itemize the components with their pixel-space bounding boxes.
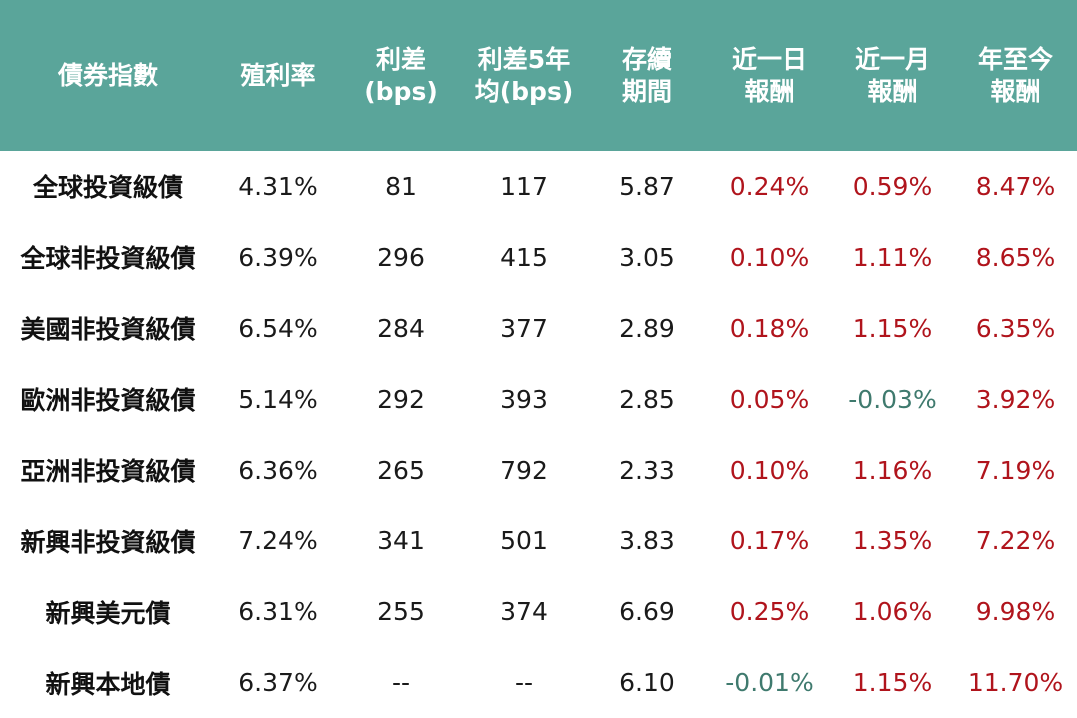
- return-cell: 8.65%: [975, 242, 1056, 272]
- return-cell: 7.22%: [975, 526, 1056, 556]
- column-header-line: 年至今: [977, 44, 1053, 74]
- value-cell: 377: [500, 313, 548, 343]
- index-name-cell: 美國非投資級債: [20, 315, 196, 345]
- column-header-line: 報酬: [990, 76, 1041, 106]
- table-body: 全球投資級債 4.31% 81 117 5.87 0.24% 0.59% 8.47% 全球非投資…: [0, 151, 1077, 718]
- value-cell: 7.24%: [238, 526, 318, 556]
- return-cell: 11.70%: [967, 668, 1064, 698]
- value-cell: 81: [385, 171, 417, 201]
- index-name-cell: 全球投資級債: [32, 173, 183, 203]
- column-header-line: 報酬: [744, 76, 795, 106]
- value-cell: 501: [500, 526, 548, 556]
- index-name-cell: 歐洲非投資級債: [20, 386, 196, 416]
- return-cell: 1.06%: [852, 597, 933, 627]
- value-cell: 2.85: [619, 384, 675, 414]
- index-name-cell: 亞洲非投資級債: [20, 457, 196, 486]
- table-header: 債券指數 殖利率 利差 (bps) 利差5年 均(bps) 存續 期間 近一日 報酬 近一月 報酬 年至…: [0, 0, 1077, 151]
- column-header-0: 債券指數: [0, 0, 216, 151]
- value-cell: 6.39%: [238, 242, 318, 272]
- return-cell: 0.10%: [729, 242, 810, 272]
- return-cell: 0.24%: [729, 171, 810, 201]
- table-row: 新興非投資級債 7.24% 341 501 3.83 0.17% 1.35% 7.22%: [0, 505, 1077, 576]
- column-header-line: 近一月: [854, 44, 930, 74]
- value-cell: 265: [377, 455, 425, 485]
- column-header-1: 殖利率: [216, 0, 340, 151]
- column-header-7: 年至今 報酬: [954, 0, 1077, 151]
- value-cell: 5.14%: [238, 384, 318, 414]
- column-header-line: 期間: [621, 76, 672, 106]
- value-cell: 2.33: [619, 455, 675, 485]
- value-cell: 393: [500, 384, 548, 414]
- return-cell: 6.35%: [975, 313, 1056, 343]
- table-row: 亞洲非投資級債 6.36% 265 792 2.33 0.10% 1.16% 7.19%: [0, 435, 1077, 506]
- table-row: 美國非投資級債 6.54% 284 377 2.89 0.18% 1.15% 6.35%: [0, 293, 1077, 364]
- return-cell: 1.16%: [852, 455, 933, 485]
- column-header-5: 近一日 報酬: [708, 0, 831, 151]
- value-cell: 3.05: [619, 242, 675, 272]
- return-cell: 1.11%: [852, 242, 933, 272]
- return-cell: 1.35%: [852, 526, 933, 556]
- column-header-2: 利差 (bps): [340, 0, 462, 151]
- index-name-cell: 新興美元債: [45, 598, 171, 628]
- column-header-4: 存續 期間: [586, 0, 708, 151]
- value-cell: 341: [377, 526, 425, 556]
- return-cell: 0.25%: [729, 597, 810, 627]
- column-header-line: 近一日: [731, 44, 807, 74]
- return-cell: 1.15%: [852, 668, 933, 698]
- table-row: 新興本地債 6.37% -- -- 6.10 -0.01% 1.15% 11.70%: [0, 647, 1077, 718]
- value-cell: 374: [500, 597, 548, 627]
- value-cell: --: [514, 668, 534, 698]
- column-header-line: 利差5年: [477, 44, 571, 74]
- value-cell: 292: [377, 384, 425, 414]
- value-cell: 284: [377, 313, 425, 343]
- return-cell: 1.15%: [852, 313, 933, 343]
- table-row: 全球非投資級債 6.39% 296 415 3.05 0.10% 1.11% 8.65%: [0, 222, 1077, 293]
- return-cell: -0.01%: [725, 668, 814, 698]
- return-cell: 7.19%: [975, 455, 1056, 485]
- value-cell: 415: [500, 242, 548, 272]
- value-cell: 6.10: [619, 668, 675, 698]
- return-cell: -0.03%: [848, 384, 937, 414]
- return-cell: 0.59%: [852, 171, 933, 201]
- value-cell: 6.36%: [238, 455, 318, 485]
- value-cell: 792: [500, 455, 548, 485]
- header-row: 債券指數 殖利率 利差 (bps) 利差5年 均(bps) 存續 期間 近一日 報酬 近一月 報酬 年至…: [0, 0, 1077, 151]
- value-cell: 3.83: [619, 526, 675, 556]
- return-cell: 9.98%: [975, 597, 1056, 627]
- value-cell: 255: [377, 597, 425, 627]
- value-cell: 296: [377, 242, 425, 272]
- value-cell: 6.54%: [238, 313, 318, 343]
- column-header-line: 債券指數: [57, 60, 158, 90]
- index-name-cell: 全球非投資級債: [20, 244, 196, 274]
- column-header-line: 利差: [375, 44, 426, 74]
- value-cell: 6.37%: [238, 668, 318, 698]
- return-cell: 0.17%: [729, 526, 810, 556]
- value-cell: 2.89: [619, 313, 675, 343]
- return-cell: 0.05%: [729, 384, 810, 414]
- index-name-cell: 新興本地債: [45, 669, 171, 699]
- table-row: 全球投資級債 4.31% 81 117 5.87 0.24% 0.59% 8.47%: [0, 151, 1077, 222]
- column-header-line: 均(bps): [474, 76, 574, 106]
- column-header-line: 存續: [621, 44, 672, 74]
- column-header-3: 利差5年 均(bps): [462, 0, 586, 151]
- index-name-cell: 新興非投資級債: [20, 527, 196, 557]
- value-cell: --: [391, 668, 411, 698]
- column-header-line: 報酬: [867, 76, 918, 106]
- table-row: 新興美元債 6.31% 255 374 6.69 0.25% 1.06% 9.98%: [0, 576, 1077, 647]
- value-cell: 6.69: [619, 597, 675, 627]
- return-cell: 3.92%: [975, 384, 1056, 414]
- return-cell: 0.10%: [729, 455, 810, 485]
- table-row: 歐洲非投資級債 5.14% 292 393 2.85 0.05% -0.03% 3.92%: [0, 364, 1077, 435]
- return-cell: 8.47%: [975, 171, 1056, 201]
- value-cell: 4.31%: [238, 171, 318, 201]
- column-header-6: 近一月 報酬: [831, 0, 954, 151]
- value-cell: 117: [500, 171, 548, 201]
- column-header-line: (bps): [364, 76, 438, 106]
- value-cell: 6.31%: [238, 597, 318, 627]
- column-header-line: 殖利率: [240, 60, 316, 90]
- value-cell: 5.87: [619, 171, 675, 201]
- return-cell: 0.18%: [729, 313, 810, 343]
